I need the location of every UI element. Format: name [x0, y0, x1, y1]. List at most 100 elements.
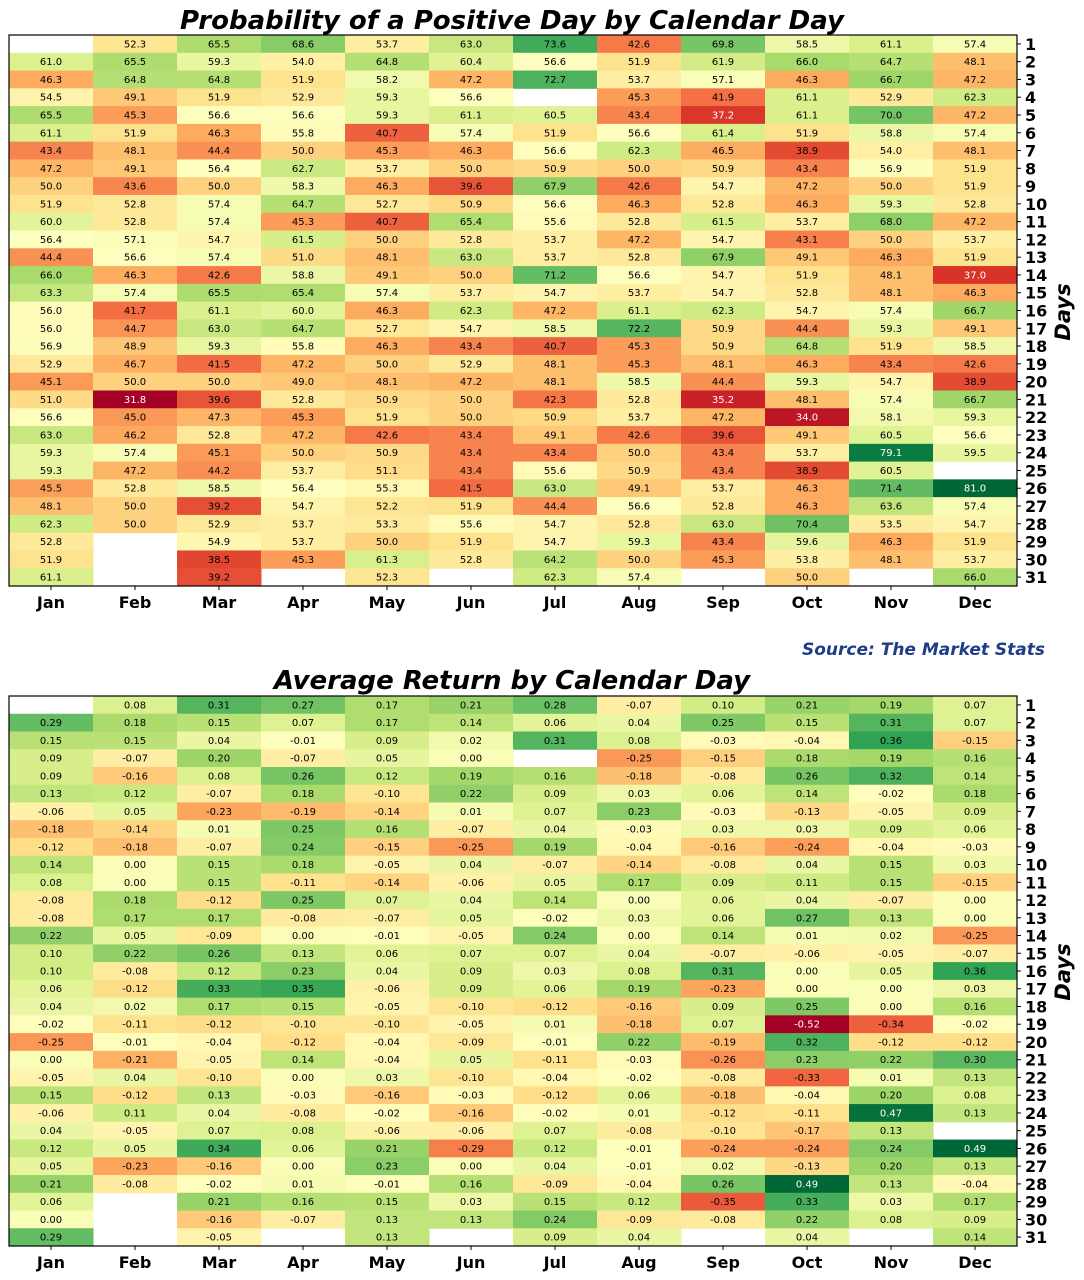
heatmap-cell: [933, 997, 1018, 1016]
cell-value-label: 0.15: [40, 1091, 62, 1102]
heatmap-cell: [261, 159, 346, 178]
cell-value-label: 63.0: [460, 253, 482, 264]
cell-value-label: 56.6: [964, 430, 986, 441]
heatmap-cell: [93, 35, 178, 54]
cell-value-label: 59.3: [376, 93, 398, 104]
heatmap-cell: [513, 696, 598, 715]
heatmap-cell: [345, 408, 430, 427]
cell-value-label: 0.05: [544, 878, 566, 889]
heatmap-cell: [933, 696, 1018, 715]
heatmap-cell: [849, 926, 934, 945]
month-label: Feb: [119, 1253, 152, 1272]
heatmap-cell: [93, 1175, 178, 1194]
cell-value-label: 49.1: [376, 270, 398, 281]
heatmap-cell: [681, 1121, 766, 1141]
cell-value-label: 54.7: [712, 270, 734, 281]
cell-value-label: 50.0: [460, 395, 482, 406]
heatmap-cell: [93, 926, 178, 945]
heatmap-cell: [681, 713, 766, 732]
heatmap-cell: [429, 1086, 514, 1105]
cell-value-label: 0.03: [628, 913, 650, 924]
heatmap-cell: [765, 461, 850, 480]
heatmap-cell: [765, 248, 850, 267]
heatmap-cell: [681, 766, 766, 786]
heatmap-cell: [177, 855, 262, 874]
day-label: 19: [1025, 355, 1047, 374]
heatmap-cell: [765, 301, 850, 320]
heatmap-cell: [429, 283, 514, 303]
heatmap-cell: [933, 568, 1018, 587]
cell-value-label: 46.3: [208, 128, 230, 139]
cell-value-label: -0.14: [374, 807, 400, 818]
heatmap-cell: [933, 1050, 1018, 1070]
cell-value-label: 39.6: [208, 395, 230, 406]
day-label: 7: [1025, 802, 1036, 821]
heatmap-cell: [9, 855, 94, 874]
heatmap-cell: [429, 731, 514, 750]
cell-value-label: 51.9: [964, 182, 986, 193]
cell-value-label: 0.03: [376, 1073, 398, 1084]
heatmap-cell: [9, 1121, 94, 1141]
heatmap-cell: [177, 550, 262, 569]
heatmap-cell: [597, 944, 682, 963]
heatmap-cell: [513, 354, 598, 374]
cell-value-label: 57.4: [628, 573, 650, 584]
heatmap-cell: [261, 1068, 346, 1087]
cell-value-label: -0.18: [710, 1091, 736, 1102]
cell-value-label: -0.04: [542, 1073, 568, 1084]
heatmap-cell: [933, 479, 1018, 498]
heatmap-cell: [849, 962, 934, 981]
cell-value-label: -0.10: [458, 1002, 484, 1013]
heatmap-cell: [9, 1104, 94, 1123]
cell-value-label: 0.11: [796, 878, 818, 889]
cell-value-label: 52.9: [292, 93, 314, 104]
day-label: 17: [1025, 980, 1047, 999]
heatmap-cell: [93, 1050, 178, 1070]
cell-value-label: -0.29: [458, 1144, 484, 1155]
heatmap-cell: [849, 1015, 934, 1034]
heatmap-cell: [513, 1068, 598, 1087]
cell-value-label: -0.14: [122, 825, 148, 836]
cell-value-label: 0.13: [376, 1215, 398, 1226]
cell-value-label: 58.3: [292, 182, 314, 193]
cell-value-label: 52.7: [376, 199, 398, 210]
cell-value-label: 56.6: [544, 57, 566, 68]
heatmap-cell: [429, 1068, 514, 1087]
heatmap-cell: [9, 802, 94, 821]
cell-value-label: 0.16: [964, 1002, 986, 1013]
cell-value-label: -0.06: [458, 878, 484, 889]
heatmap-cell: [9, 1210, 94, 1229]
cell-value-label: 0.03: [628, 789, 650, 800]
cell-value-label: 59.3: [628, 537, 650, 548]
cell-value-label: 54.7: [544, 537, 566, 548]
cell-value-label: -0.04: [206, 1037, 232, 1048]
heatmap-cell: [513, 479, 598, 498]
cell-value-label: 52.8: [712, 502, 734, 513]
heatmap-cell: [933, 550, 1018, 569]
heatmap-cell: [513, 837, 598, 857]
heatmap-cell: [429, 52, 514, 72]
cell-value-label: 49.1: [124, 93, 146, 104]
cell-value-label: 52.9: [460, 359, 482, 370]
heatmap-cell: [177, 141, 262, 160]
heatmap-cell: [261, 248, 346, 267]
cell-value-label: 0.04: [628, 949, 650, 960]
cell-value-label: 0.25: [292, 825, 314, 836]
cell-value-label: 0.05: [124, 1144, 146, 1155]
heatmap-cell: [513, 820, 598, 839]
cell-value-label: -0.01: [542, 1037, 568, 1048]
heatmap-cell: [177, 497, 262, 516]
cell-value-label: 39.2: [208, 502, 230, 513]
cell-value-label: 50.9: [544, 164, 566, 175]
cell-value-label: 54.7: [880, 377, 902, 388]
cell-value-label: 53.7: [796, 448, 818, 459]
cell-value-label: 64.7: [292, 324, 314, 335]
cell-value-label: 50.0: [460, 164, 482, 175]
cell-value-label: 60.5: [880, 430, 902, 441]
cell-value-label: -0.12: [122, 1091, 148, 1102]
heatmap-cell: [933, 248, 1018, 267]
cell-value-label: 52.8: [796, 288, 818, 299]
heatmap-cell: [9, 283, 94, 303]
heatmap-cell: [513, 784, 598, 803]
heatmap-cell: [513, 443, 598, 463]
